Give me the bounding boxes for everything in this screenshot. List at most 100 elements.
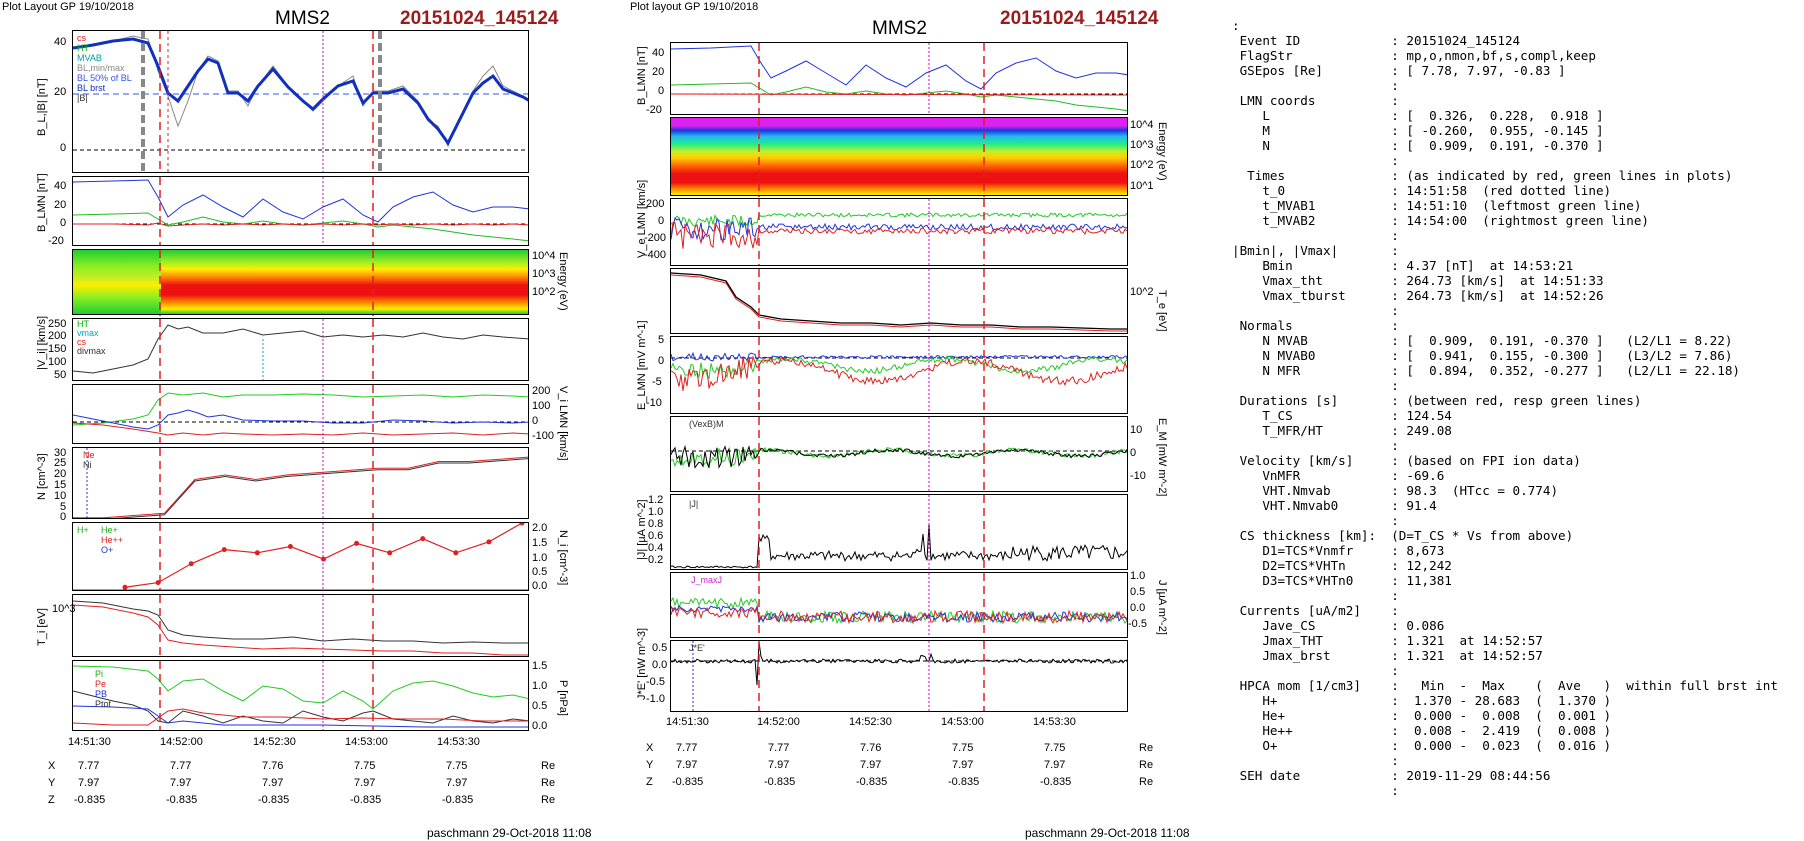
- left-panel-p: Pi Pe PB Ptot: [72, 660, 529, 731]
- left-event-id: 20151024_145124: [400, 8, 559, 29]
- mid-time-tick: 14:52:30: [849, 716, 892, 728]
- mid-jlmn-tick: 0.5: [1130, 586, 1146, 598]
- mid-panel-te: [670, 268, 1128, 334]
- mid-jabs-tick: 1.0: [648, 506, 664, 518]
- left-blmn-plot: [73, 177, 528, 245]
- ni-hplus-point: [287, 544, 293, 550]
- ni-hplus-point: [188, 561, 194, 567]
- left-spec-lines: [159, 250, 374, 316]
- mid-time-tick: 14:51:30: [666, 716, 709, 728]
- summary-line: Vmax_tht : 264.73 [km/s] at 14:51:33: [1232, 273, 1604, 288]
- left-time-tick: 14:52:00: [160, 736, 203, 748]
- left-vi-tick: 100: [48, 356, 67, 368]
- mid-je-legend: J*E': [689, 643, 705, 653]
- summary-line: Event ID : 20151024_145124: [1232, 33, 1521, 48]
- summary-line: N MVAB0 : [ 0.941, 0.155, -0.300 ] (L3/L…: [1232, 348, 1733, 363]
- mid-em-legend: (VexB)M: [689, 419, 724, 429]
- mid-em-tick: 0: [1130, 447, 1137, 459]
- summary-line: He+ : 0.000 - 0.008 ( 0.001 ): [1232, 708, 1612, 723]
- summary-line: :: [1232, 378, 1399, 393]
- mid-spec-tick: 10^2: [1130, 159, 1154, 171]
- left-bl-plot: [73, 31, 528, 172]
- left-spec-ylabel: Energy (eV): [557, 252, 569, 311]
- summary-line: Jmax_THT : 1.321 at 14:52:57: [1232, 633, 1543, 648]
- mid-jabs-ylabel: |J| [µA m^-2]: [636, 499, 648, 560]
- eph-value: -0.835: [948, 776, 980, 788]
- eph-value: 7.97: [446, 777, 468, 789]
- mid-ve-ylabel: V_e LMN [km/s]: [636, 179, 648, 258]
- mid-jabs-tick: 0.8: [648, 518, 664, 530]
- mid-em-plot: [671, 417, 1127, 491]
- mid-em-ylabel: E_M [mW m^-2]: [1156, 418, 1168, 497]
- left-bl-legend-b: |B|: [77, 93, 88, 103]
- mid-spec-ylabel: Energy (eV): [1156, 122, 1168, 181]
- summary-line: Jave_CS : 0.086: [1232, 618, 1445, 633]
- summary-line: VHT.Nmvab0 : 91.4: [1232, 498, 1437, 513]
- left-n-tick: 10: [54, 490, 67, 502]
- summary-line: GSEpos [Re] : [ 7.78, 7.97, -0.83 ]: [1232, 63, 1566, 78]
- eph-value: 7.97: [262, 777, 284, 789]
- left-vi-legend: HT: [77, 319, 89, 329]
- eph-value: 7.75: [446, 760, 468, 772]
- mid-te-plot: [671, 269, 1127, 333]
- left-p-ylabel: P [nPa]: [557, 680, 569, 716]
- left-n-legend: Ne: [83, 450, 95, 460]
- left-vi-tick: 150: [48, 343, 67, 355]
- left-blmn-tick: 0: [60, 217, 67, 229]
- left-plot-header: Plot Layout GP 19/10/2018: [2, 1, 134, 13]
- mid-blmn-plot: [671, 43, 1127, 114]
- left-ni-legend: He++: [101, 535, 124, 545]
- left-blmn-ylabel: B_LMN [nT]: [36, 173, 48, 232]
- left-panel-ti: [72, 594, 529, 657]
- left-blmn-tick: 20: [54, 199, 67, 211]
- summary-line: t_0 : 14:51:58 (red dotted line): [1232, 183, 1612, 198]
- left-p-legend: Pi: [95, 669, 104, 679]
- mid-jabs-legend: |J|: [689, 499, 699, 509]
- left-ni-legend: H+: [77, 525, 89, 535]
- eph-value: 7.75: [1044, 742, 1066, 754]
- summary-line: D3=TCS*VHTn0 : 11,381: [1232, 573, 1452, 588]
- eph-value: -0.835: [764, 776, 796, 788]
- left-panel-n: Ne Ni: [72, 447, 529, 519]
- eph-label: Y: [646, 759, 654, 771]
- mid-panel-jabs: |J|: [670, 494, 1128, 570]
- summary-line: Bmin : 4.37 [nT] at 14:53:21: [1232, 258, 1574, 273]
- left-vilmn-tick: -100: [532, 430, 555, 442]
- ni-hplus-point: [387, 550, 393, 556]
- left-ni-ylabel: N_i [cm^-3]: [557, 530, 569, 586]
- eph-value: 7.77: [768, 742, 790, 754]
- summary-line: Velocity [km/s] : (based on FPI ion data…: [1232, 453, 1581, 468]
- left-bl-legend-mvab: MVAB: [77, 53, 102, 63]
- left-n-tick: 30: [54, 447, 67, 459]
- eph-unit: Re: [541, 777, 556, 789]
- left-vi-tick: 50: [54, 369, 67, 381]
- left-spec-tick: 10^2: [532, 286, 556, 298]
- left-bl-ylabel: B_L,|B| [nT]: [36, 78, 48, 136]
- summary-line: Jmax_brst : 1.321 at 14:52:57: [1232, 648, 1543, 663]
- summary-line: :: [1232, 228, 1399, 243]
- summary-line: :: [1232, 783, 1399, 798]
- summary-line: HPCA mom [1/cm3] : Min - Max ( Ave ) wit…: [1232, 678, 1778, 693]
- mid-elmn-tick: -10: [646, 397, 662, 409]
- left-time-tick: 14:52:30: [253, 736, 296, 748]
- mid-je-plot: [671, 641, 1127, 711]
- mid-jabs-tick: 0.2: [648, 554, 664, 566]
- left-ni-tick: 1.5: [532, 537, 548, 549]
- left-bl-tick: 20: [54, 86, 67, 98]
- n-series-line: [73, 456, 528, 518]
- eph-value: -0.835: [672, 776, 704, 788]
- summary-line: CS thickness [km]: (D=T_CS * Vs from abo…: [1232, 528, 1574, 543]
- summary-line: :: [1232, 753, 1399, 768]
- mid-spec-tick: 10^3: [1130, 139, 1154, 151]
- left-bl-legend-cs: cs: [77, 33, 86, 43]
- mid-blmn-tick: -20: [646, 104, 662, 116]
- eph-value: 7.97: [860, 759, 882, 771]
- left-ni-tick: 0.0: [532, 580, 548, 592]
- summary-line: SEH date : 2019-11-29 08:44:56: [1232, 768, 1551, 783]
- mid-plot-header: Plot layout GP 19/10/2018: [630, 1, 759, 13]
- left-time-tick: 14:53:00: [345, 736, 388, 748]
- left-vilmn-tick: 100: [532, 400, 551, 412]
- left-vilmn-plot: [73, 385, 528, 443]
- eph-value: 7.97: [952, 759, 974, 771]
- left-bl-legend-ht: HT: [77, 43, 89, 53]
